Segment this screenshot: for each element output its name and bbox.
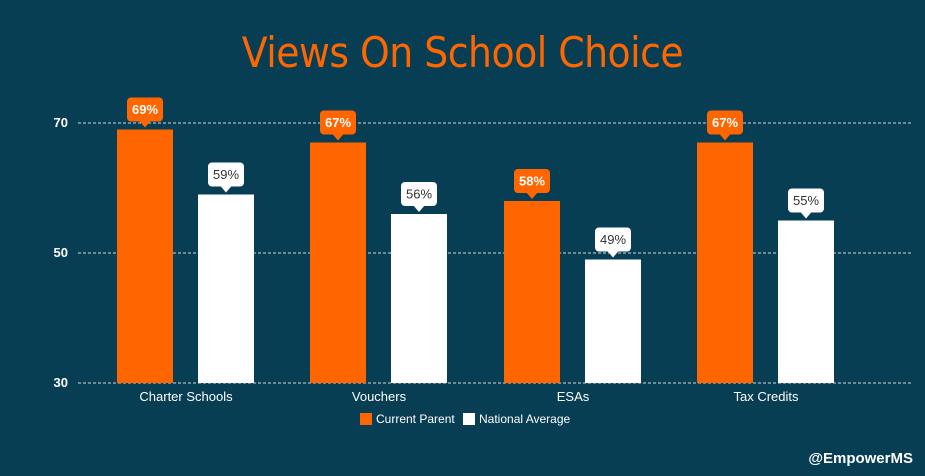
data-label-national-average-0: 59%	[208, 162, 244, 193]
data-label-box	[788, 188, 824, 213]
data-label-pointer	[607, 250, 619, 258]
chart-title: Views On School Choice	[241, 28, 684, 77]
data-label-pointer	[220, 185, 232, 193]
data-label-pointer	[413, 205, 425, 212]
data-label-box	[595, 227, 631, 252]
bar-current-parent-1	[310, 142, 366, 383]
data-label-text: 67%	[712, 115, 738, 130]
legend-label-0: Current Parent	[376, 412, 455, 426]
data-label-text: 55%	[793, 193, 819, 208]
y-tick-label-30: 30	[54, 375, 68, 390]
data-label-text: 49%	[600, 232, 626, 247]
bar-national-average-1	[391, 214, 447, 383]
data-label-text: 56%	[406, 187, 432, 202]
bar-national-average-3	[778, 220, 834, 383]
data-label-national-average-2: 49%	[595, 227, 631, 258]
bar-current-parent-2	[504, 201, 560, 383]
data-label-text: 69%	[132, 102, 158, 117]
data-label-box	[208, 162, 244, 187]
data-label-current-parent-3: 67%	[707, 110, 743, 141]
data-label-current-parent-0: 69%	[127, 97, 163, 128]
y-tick-label-70: 70	[54, 115, 68, 130]
data-label-pointer	[526, 192, 538, 199]
data-label-pointer	[800, 211, 812, 219]
credit-handle: @EmpowerMS	[808, 450, 913, 467]
data-label-current-parent-1: 67%	[320, 110, 356, 141]
data-label-national-average-1: 56%	[401, 182, 437, 212]
x-tick-label-2: ESAs	[557, 389, 590, 404]
data-label-box	[707, 110, 743, 135]
data-label-box	[127, 97, 163, 122]
legend-swatch-0	[360, 413, 372, 425]
bar-current-parent-0	[117, 129, 173, 383]
data-label-box	[401, 182, 437, 206]
data-label-current-parent-2: 58%	[514, 169, 550, 199]
y-tick-label-50: 50	[54, 245, 68, 260]
data-label-national-average-3: 55%	[788, 188, 824, 219]
data-label-pointer	[719, 133, 731, 141]
data-label-text: 67%	[325, 115, 351, 130]
x-tick-label-0: Charter Schools	[139, 389, 233, 404]
data-label-pointer	[139, 120, 151, 128]
x-tick-label-3: Tax Credits	[733, 389, 799, 404]
legend-label-1: National Average	[479, 412, 571, 426]
bar-current-parent-3	[697, 142, 753, 383]
data-label-box	[320, 110, 356, 135]
x-tick-label-1: Vouchers	[352, 389, 407, 404]
legend-swatch-1	[463, 413, 475, 425]
data-label-pointer	[332, 133, 344, 141]
data-label-box	[514, 169, 550, 193]
data-label-text: 59%	[213, 167, 239, 182]
bar-national-average-0	[198, 194, 254, 383]
bar-national-average-2	[585, 259, 641, 383]
data-label-text: 58%	[519, 174, 545, 189]
